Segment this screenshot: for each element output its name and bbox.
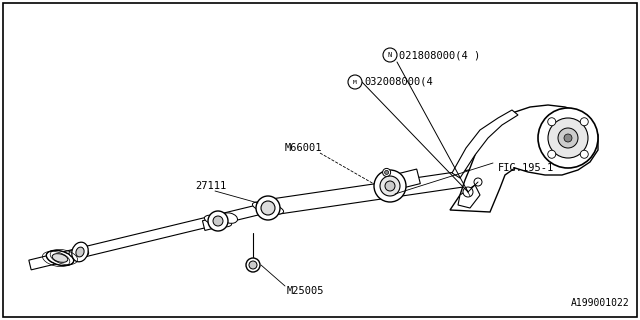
Text: M: M <box>353 79 357 84</box>
Ellipse shape <box>76 247 84 257</box>
Text: FIG.195-1: FIG.195-1 <box>498 163 554 173</box>
Ellipse shape <box>246 258 260 272</box>
Ellipse shape <box>380 176 400 196</box>
Polygon shape <box>264 171 491 212</box>
Ellipse shape <box>261 201 275 215</box>
Ellipse shape <box>256 196 280 220</box>
Circle shape <box>348 75 362 89</box>
Ellipse shape <box>548 150 556 158</box>
Ellipse shape <box>72 242 88 262</box>
Ellipse shape <box>580 150 588 158</box>
Polygon shape <box>29 204 271 268</box>
Polygon shape <box>452 110 518 178</box>
Ellipse shape <box>69 250 81 258</box>
Circle shape <box>383 48 397 62</box>
Ellipse shape <box>73 249 84 257</box>
Polygon shape <box>264 167 491 216</box>
Ellipse shape <box>548 118 588 158</box>
Ellipse shape <box>208 211 228 231</box>
Ellipse shape <box>222 213 237 223</box>
Ellipse shape <box>52 254 68 262</box>
Ellipse shape <box>580 118 588 126</box>
Ellipse shape <box>249 261 257 269</box>
Ellipse shape <box>204 215 232 227</box>
Ellipse shape <box>254 202 282 214</box>
Ellipse shape <box>213 216 223 226</box>
Ellipse shape <box>252 202 284 214</box>
Polygon shape <box>458 185 480 208</box>
Text: 032008000(4: 032008000(4 <box>364 77 433 87</box>
Text: 021808000(4 ): 021808000(4 ) <box>399 50 480 60</box>
Text: A199001022: A199001022 <box>572 298 630 308</box>
Text: 27111: 27111 <box>195 181 227 191</box>
Polygon shape <box>388 169 420 191</box>
Ellipse shape <box>474 178 482 186</box>
Ellipse shape <box>538 108 598 168</box>
Text: M25005: M25005 <box>287 286 324 296</box>
Polygon shape <box>29 202 271 270</box>
Ellipse shape <box>548 118 556 126</box>
Ellipse shape <box>374 170 406 202</box>
Text: M66001: M66001 <box>285 143 323 153</box>
Ellipse shape <box>383 168 390 176</box>
Ellipse shape <box>46 251 74 266</box>
Ellipse shape <box>564 134 572 142</box>
Ellipse shape <box>463 187 473 197</box>
Ellipse shape <box>558 128 578 148</box>
Ellipse shape <box>385 181 395 191</box>
Text: N: N <box>388 52 392 58</box>
Polygon shape <box>450 105 598 212</box>
Ellipse shape <box>385 171 388 174</box>
Ellipse shape <box>77 248 89 256</box>
Polygon shape <box>202 214 231 230</box>
